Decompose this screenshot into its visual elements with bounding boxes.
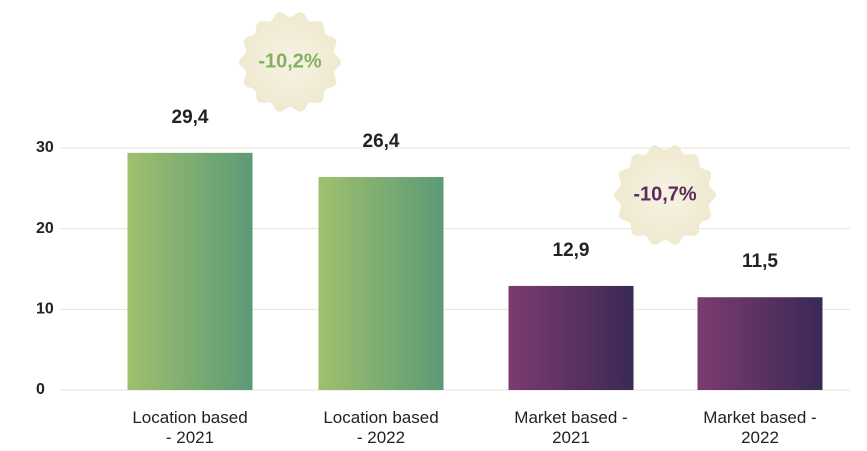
bar (508, 285, 634, 390)
x-tick-label: Location based - 2022 (323, 408, 439, 447)
value-label: 11,5 (742, 251, 778, 272)
x-tick-label: Market based - 2021 (514, 408, 628, 447)
bar (127, 152, 253, 390)
x-tick-label: Location based - 2021 (132, 408, 248, 447)
y-tick-label: 20 (36, 220, 54, 237)
value-label: 12,9 (553, 240, 590, 261)
badge (614, 145, 716, 245)
badge (239, 12, 341, 112)
bar (697, 297, 823, 390)
y-tick-label: 10 (36, 301, 54, 318)
y-tick-label: 0 (36, 381, 45, 398)
y-tick-label: 30 (36, 139, 54, 156)
value-label: 26,4 (363, 131, 400, 152)
annotation: -10,7% (633, 183, 697, 205)
value-label: 29,4 (172, 107, 209, 128)
annotation: -10,2% (258, 50, 322, 72)
bar (318, 177, 444, 390)
x-tick-label: Market based - 2022 (703, 408, 817, 447)
